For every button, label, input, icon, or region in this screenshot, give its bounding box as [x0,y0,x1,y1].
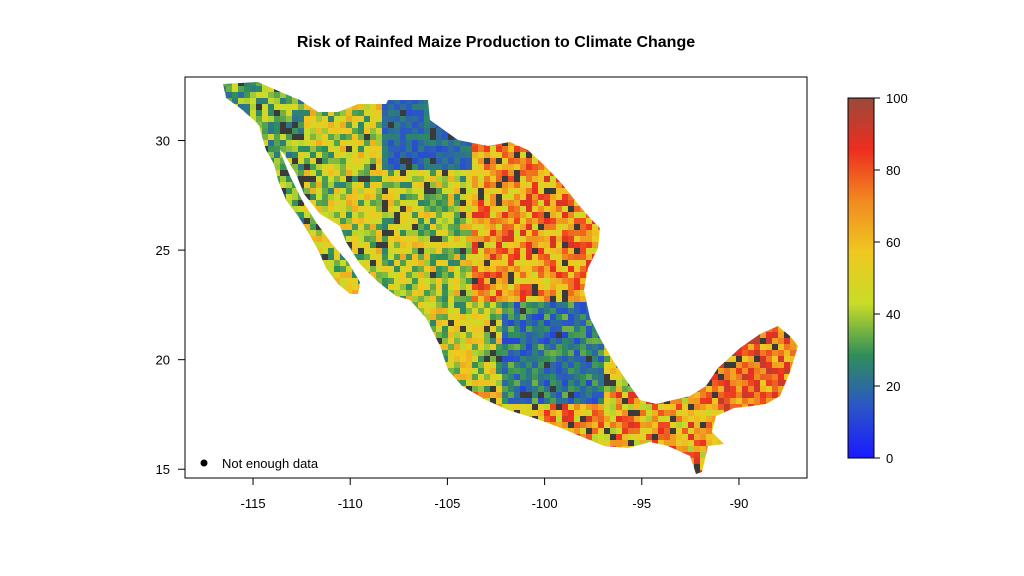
x-tick-label: -95 [632,496,651,511]
colorbar-tick-label: 60 [886,235,900,250]
x-tick-label: -115 [241,496,266,511]
y-tick-label: 15 [156,462,170,477]
x-tick-label: -90 [730,496,749,511]
y-axis: 15 20 25 30 [156,134,186,477]
x-axis: -115 -110 -105 -100 -95 -90 [241,477,749,511]
legend-note: Not enough data [222,456,319,471]
x-tick-label: -110 [338,496,363,511]
x-tick-label: -105 [434,496,460,511]
chart-title: Risk of Rainfed Maize Production to Clim… [296,34,696,51]
y-tick-label: 20 [156,353,170,368]
risk-map [223,82,798,474]
no-data-dot-icon [200,459,208,467]
x-tick-label: -100 [532,496,558,511]
colorbar-tick-label: 20 [886,379,900,394]
colorbar-ticks: 0 20 40 60 80 100 [874,91,908,466]
risk-cells [223,82,798,474]
y-tick-label: 25 [156,243,170,258]
colorbar-tick-label: 40 [886,307,900,322]
colorbar [847,97,875,459]
colorbar-tick-label: 100 [886,91,908,106]
y-tick-label: 30 [156,134,170,149]
colorbar-tick-label: 0 [886,451,893,466]
colorbar-tick-label: 80 [886,163,900,178]
